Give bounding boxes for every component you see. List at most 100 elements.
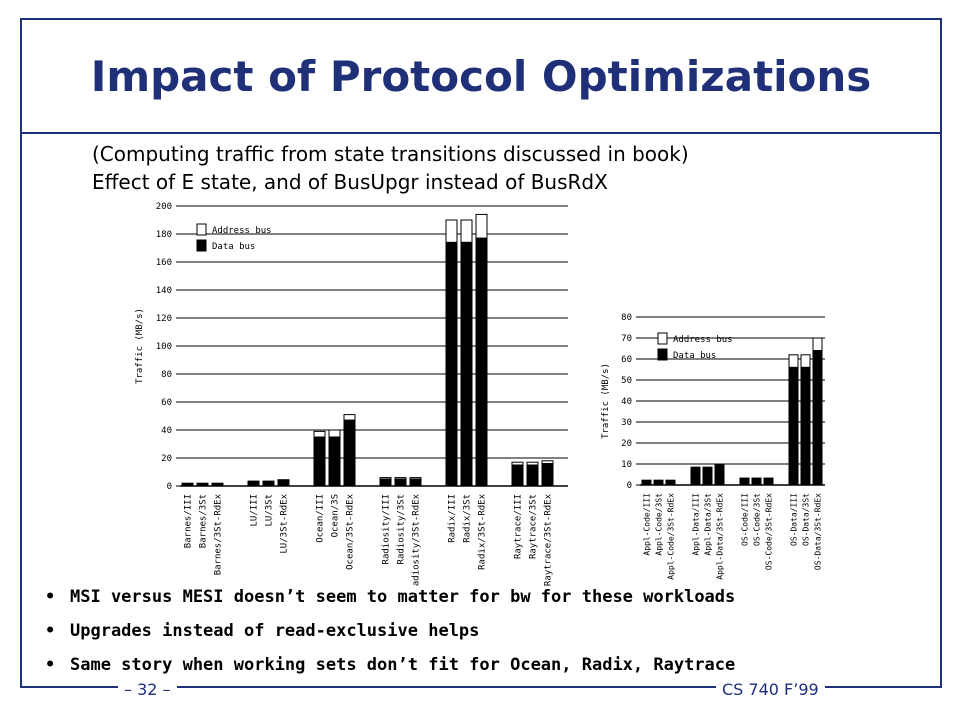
y-tick-label: 100 xyxy=(156,342,172,352)
legend-swatch-data xyxy=(196,239,207,252)
bar-data xyxy=(409,478,422,487)
y-tick-label: 50 xyxy=(621,376,632,386)
x-tick-label: Appl-Data/3St-RdEx xyxy=(716,493,725,580)
bar-address xyxy=(800,354,811,368)
y-tick-label: 60 xyxy=(621,355,632,365)
y-tick-label: 160 xyxy=(156,258,172,268)
y-tick-label: 60 xyxy=(161,398,172,408)
x-tick-label: OS-Data/3St xyxy=(802,493,811,546)
bar-data xyxy=(702,467,713,486)
x-tick-label: Appl-Data/3St xyxy=(704,493,713,556)
x-tick-label: Appl-Data/III xyxy=(692,493,701,556)
bar-address xyxy=(475,213,488,239)
bar-address xyxy=(313,430,326,438)
bar-data xyxy=(181,483,194,487)
bar-address xyxy=(445,219,458,243)
x-tick-label: Appl-Code/3St xyxy=(655,493,664,556)
bar-data xyxy=(262,481,275,487)
x-tick-label: Radix/III xyxy=(448,494,458,543)
bar-data xyxy=(247,481,260,487)
page-number: – 32 – xyxy=(118,680,177,699)
y-tick-label: 10 xyxy=(621,460,632,470)
subtitle-line: (Computing traffic from state transition… xyxy=(92,142,689,166)
bar-data xyxy=(343,419,356,487)
bar-data xyxy=(379,478,392,487)
y-tick-label: 140 xyxy=(156,286,172,296)
x-tick-label: Radiosity/3St-RdEx xyxy=(412,493,422,586)
x-tick-label: Barnes/3St-RdEx xyxy=(214,493,224,575)
x-tick-label: Radiosity/III xyxy=(382,494,392,564)
x-tick-label: OS-Data/III xyxy=(790,493,799,546)
bar-data xyxy=(526,464,539,487)
x-tick-label: Raytrace/3St xyxy=(529,494,539,559)
y-tick-label: 80 xyxy=(161,370,172,380)
x-tick-label: OS-Data/3St-RdEx xyxy=(814,493,823,570)
bar-data xyxy=(277,479,290,487)
bar-data xyxy=(812,350,823,486)
x-tick-label: Ocean/3S xyxy=(331,494,341,537)
y-tick-label: 40 xyxy=(621,397,632,407)
x-tick-label: LU/3St xyxy=(265,494,275,527)
x-tick-label: Raytrace/3St-RdEx xyxy=(544,493,554,586)
y-tick-label: 180 xyxy=(156,230,172,240)
y-tick-label: 200 xyxy=(156,202,172,212)
bar-data xyxy=(460,241,473,487)
bar-address xyxy=(343,414,356,421)
bar-data xyxy=(394,478,407,487)
bar-data xyxy=(739,478,750,486)
legend-swatch-address xyxy=(657,332,668,345)
x-tick-label: Ocean/3St-RdEx xyxy=(346,493,356,569)
x-tick-label: Barnes/3St xyxy=(199,494,209,548)
legend-swatch-address xyxy=(196,223,207,236)
bar-data xyxy=(445,241,458,487)
bar-data xyxy=(788,366,799,486)
bar-data xyxy=(763,478,774,486)
x-tick-label: Appl-Code/3St-RdEx xyxy=(667,493,676,580)
x-tick-label: Barnes/III xyxy=(184,494,194,548)
legend-label-address: Address bus xyxy=(673,335,733,345)
bar-address xyxy=(328,429,341,438)
bar-address xyxy=(812,337,823,352)
bullet-item: Upgrades instead of read-exclusive helps xyxy=(45,620,735,654)
x-tick-label: Radiosity/3St xyxy=(397,494,407,564)
y-tick-label: 0 xyxy=(627,481,632,491)
bar-data xyxy=(541,463,554,487)
bar-data xyxy=(690,467,701,486)
bullet-item: MSI versus MESI doesn’t seem to matter f… xyxy=(45,586,735,620)
bar-data xyxy=(665,480,676,486)
bar-data xyxy=(653,480,664,486)
x-tick-label: LU/3St-RdEx xyxy=(280,493,290,553)
y-tick-label: 30 xyxy=(621,418,632,428)
legend-label-data: Data bus xyxy=(673,351,716,361)
x-tick-label: Ocean/III xyxy=(316,494,326,543)
bar-data xyxy=(475,237,488,487)
y-axis-label: Traffic (MB/s) xyxy=(135,308,145,384)
x-tick-label: OS-Code/3St xyxy=(753,493,762,546)
title-divider xyxy=(20,132,942,134)
y-tick-label: 20 xyxy=(161,454,172,464)
page-title: Impact of Protocol Optimizations xyxy=(90,52,872,101)
bar-address xyxy=(788,354,799,368)
y-tick-label: 20 xyxy=(621,439,632,449)
subtitle-line: Effect of E state, and of BusUpgr instea… xyxy=(92,170,608,194)
legend-swatch-data xyxy=(657,348,668,361)
y-tick-label: 70 xyxy=(621,334,632,344)
chart-applications-traffic: 0 20 40 60 80 100 120 140 160 180 200 Traffic (MB/s… xyxy=(135,202,568,586)
x-tick-label: OS-Code/III xyxy=(741,493,750,546)
bar-data xyxy=(714,464,725,486)
bar-data xyxy=(641,480,652,486)
bar-data xyxy=(313,436,326,487)
x-tick-label: Radix/3St xyxy=(463,494,473,543)
bar-data xyxy=(751,478,762,486)
course-label: CS 740 F’99 xyxy=(716,680,825,699)
bar-data xyxy=(800,366,811,486)
bullet-item: Same story when working sets don’t fit f… xyxy=(45,654,735,688)
legend-label-address: Address bus xyxy=(212,226,272,236)
bar-data xyxy=(196,483,209,487)
x-tick-label: Radix/3St-RdEx xyxy=(478,493,488,569)
bar-data xyxy=(211,483,224,487)
subtitle: (Computing traffic from state transition… xyxy=(92,140,689,196)
bar-address xyxy=(460,219,473,243)
y-tick-label: 0 xyxy=(167,482,172,492)
bullet-list: MSI versus MESI doesn’t seem to matter f… xyxy=(45,586,735,688)
